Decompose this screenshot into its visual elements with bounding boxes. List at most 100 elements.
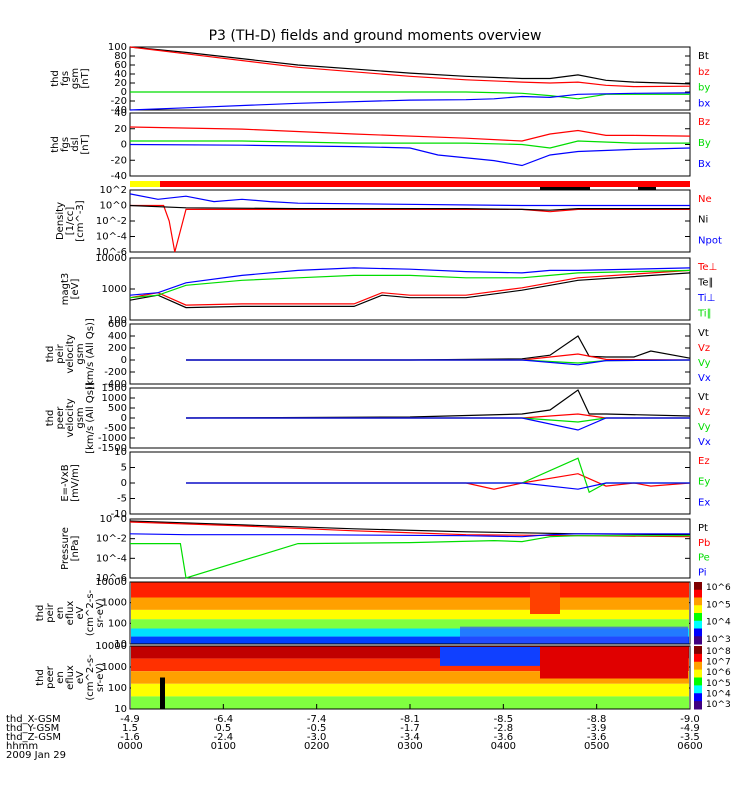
colorbar-segment: [694, 628, 702, 637]
y-tick-label: -5: [117, 494, 127, 505]
y-axis-label-line: [mV/m]: [70, 464, 81, 502]
y-tick-label: 20: [114, 124, 127, 135]
colorbar-segment: [694, 685, 702, 694]
y-axis-label-p2: thd fgs dsl [nT]: [50, 134, 91, 154]
legend-entry: bz: [698, 67, 710, 78]
colorbar-segment: [694, 636, 702, 645]
y-axis-label-p7: E=-VxB [mV/m]: [60, 464, 81, 502]
series-line-Npot: [129, 193, 690, 207]
y-tick-label: -40: [111, 105, 127, 116]
y-tick-label: 100: [108, 315, 127, 326]
y-tick-label: 10^2: [100, 185, 127, 196]
panel-frame-p8: [129, 518, 691, 579]
legend-entry: By: [698, 138, 711, 149]
colorbar-segment: [694, 597, 702, 606]
y-axis-label-line: Pressure: [60, 527, 71, 570]
x-tick-label: 0000: [117, 741, 142, 752]
y-axis-label-p3: Density [1/cc] [cm^-3]: [55, 200, 86, 241]
y-tick-label: -20: [111, 96, 127, 107]
y-axis-label-line: magt3: [60, 273, 71, 306]
y-axis-label-line: eV: [75, 606, 86, 619]
y-axis-label-line: [nT]: [80, 68, 91, 88]
y-axis-label-line: [nPa]: [70, 535, 81, 561]
colorbar-segment: [694, 677, 702, 686]
y-tick-label: 10^0: [100, 514, 127, 525]
legend-entry: Vz: [698, 407, 710, 418]
y-axis-label-line: thd: [50, 136, 61, 153]
y-axis-label-line: velocity: [65, 398, 76, 437]
legend-entry: Vt: [698, 328, 709, 339]
y-tick-label: 1500: [102, 383, 127, 394]
heatmap-band: [131, 582, 689, 598]
y-axis-label-line: [nT]: [80, 134, 91, 154]
y-axis-label-line: gsm: [70, 68, 81, 89]
legend-entry: Vx: [698, 437, 711, 448]
y-tick-label: 100: [108, 42, 127, 53]
colorbar-segment: [694, 701, 702, 710]
x-row-label: thd_Y-GSM: [6, 723, 59, 734]
y-axis-label-line: peir: [45, 602, 56, 622]
y-axis-label-p1: thd fgs gsm [nT]: [50, 68, 91, 89]
y-tick-label: 20: [114, 78, 127, 89]
y-tick-label: -400: [104, 379, 127, 390]
colorbar-segment: [694, 620, 702, 629]
y-tick-label: 0: [121, 478, 127, 489]
status-bar-black: [638, 187, 656, 190]
chart-title: P3 (TH-D) fields and ground moments over…: [208, 28, 542, 44]
y-tick-label: 80: [114, 51, 127, 62]
x-tick-label: -0.5: [307, 723, 327, 734]
x-tick-label: 0400: [491, 741, 516, 752]
y-axis-label-line: gsm: [75, 343, 86, 364]
legend-entry: Bz: [698, 117, 710, 128]
panel-frame-p9: [129, 581, 691, 645]
y-tick-label: 10^-2: [96, 216, 127, 227]
y-axis-label-line: eflux: [65, 665, 76, 690]
y-tick-label: -10: [111, 509, 127, 520]
legend-entry: Te∥: [697, 278, 714, 289]
legend-entry: Vy: [698, 358, 711, 369]
heatmap-region: [460, 626, 688, 644]
colorbar-segment: [694, 661, 702, 671]
series-line-Ni: [129, 204, 690, 211]
legend-entry: Te⊥: [697, 262, 717, 273]
y-axis-label-line: [km/s (All Qs)]: [85, 382, 96, 454]
x-tick-label: 0200: [304, 741, 329, 752]
series-line-Bz: [129, 126, 691, 142]
heatmap-band: [131, 619, 689, 629]
series-line-By: [130, 140, 690, 149]
x-tick-label: -8.5: [494, 714, 514, 725]
y-axis-label-line: sr-eV): [95, 663, 106, 692]
x-tick-label: -3.6: [587, 732, 607, 743]
heatmap-band: [131, 609, 689, 620]
y-tick-label: 400: [108, 331, 127, 342]
y-tick-label: 10^-4: [96, 232, 127, 243]
legend-entry: Vx: [698, 373, 711, 384]
colorbar-tick-label: 10^4: [706, 689, 731, 699]
x-tick-label: 0500: [584, 741, 609, 752]
colorbar-segment: [694, 613, 702, 622]
colorbar-tick-label: 10^3: [706, 700, 731, 710]
y-tick-label: 500: [108, 403, 127, 414]
colorbar-tick-label: 10^5: [706, 600, 731, 610]
y-axis-label-line: eV: [75, 671, 86, 684]
x-tick-label: -8.1: [400, 714, 420, 725]
series-line-Ex: [186, 482, 690, 490]
y-tick-label: 40: [114, 69, 127, 80]
series-line-Ey: [186, 457, 690, 494]
colorbar-tick-label: 10^5: [706, 679, 731, 689]
x-tick-label: -1.6: [120, 732, 140, 743]
colorbar-tick-label: 10^3: [706, 635, 731, 645]
date-label: 2009 Jan 29: [6, 750, 66, 761]
y-tick-label: 0: [121, 355, 127, 366]
legend-entry: Pi: [698, 567, 707, 578]
colorbar-segment: [694, 589, 702, 598]
y-axis-label-line: velocity: [65, 334, 76, 373]
status-bar-black: [540, 187, 590, 190]
x-tick-label: -2.8: [494, 723, 514, 734]
x-tick-label: -3.5: [680, 732, 700, 743]
y-tick-label: 10: [114, 447, 127, 458]
y-axis-label-line: eflux: [65, 601, 76, 626]
y-tick-label: 10^-6: [96, 247, 127, 258]
